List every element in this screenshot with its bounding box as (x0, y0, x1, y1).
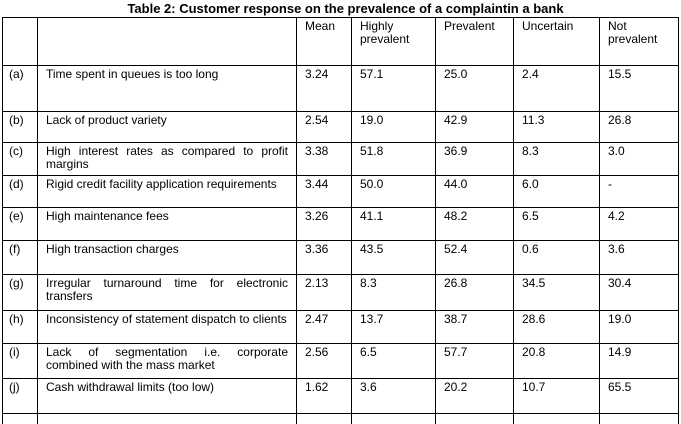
uncertain-value: 8.3 (513, 142, 600, 176)
not-prevalent-value: 4.2 (599, 207, 679, 241)
highly-prevalent-value: 8.3 (351, 274, 436, 311)
header-not-prevalent: Not prevalent (599, 17, 679, 66)
uncertain-value: 10.7 (513, 378, 600, 414)
row-description: Rigid credit facility application requir… (37, 175, 297, 208)
mean-value: 2.47 (296, 310, 352, 344)
header-highly-prevalent: Highly prevalent (351, 17, 436, 66)
uncertain-value: 6.5 (513, 207, 600, 241)
row-description: Lack of segmentation i.e. corporate comb… (37, 343, 297, 379)
empty-cell (351, 413, 436, 424)
not-prevalent-value: 3.6 (599, 240, 679, 275)
prevalent-value: 36.9 (435, 142, 514, 176)
empty-cell (599, 413, 679, 424)
not-prevalent-value: 14.9 (599, 343, 679, 379)
uncertain-value: 28.6 (513, 310, 600, 344)
row-description: Lack of product variety (37, 111, 297, 143)
header-cell (2, 17, 38, 66)
row-label: (j) (2, 378, 38, 414)
highly-prevalent-value: 51.8 (351, 142, 436, 176)
row-label: (h) (2, 310, 38, 344)
row-description: Inconsistency of statement dispatch to c… (37, 310, 297, 344)
row-description: Cash withdrawal limits (too low) (37, 378, 297, 414)
highly-prevalent-value: 13.7 (351, 310, 436, 344)
not-prevalent-value: 15.5 (599, 65, 679, 112)
table-row: (e) High maintenance fees 3.26 41.1 48.2 6.5 4… (2, 207, 679, 241)
mean-value: 3.38 (296, 142, 352, 176)
table-row-continuation (2, 413, 679, 424)
prevalent-value: 38.7 (435, 310, 514, 344)
row-description: Irregular turnaround time for electronic… (37, 274, 297, 311)
empty-cell (2, 413, 38, 424)
mean-value: 1.62 (296, 378, 352, 414)
not-prevalent-value: 30.4 (599, 274, 679, 311)
highly-prevalent-value: 50.0 (351, 175, 436, 208)
header-prevalent: Prevalent (435, 17, 514, 66)
mean-value: 3.24 (296, 65, 352, 112)
row-label: (e) (2, 207, 38, 241)
highly-prevalent-value: 57.1 (351, 65, 436, 112)
table-row: (i) Lack of segmentation i.e. corporate c… (2, 343, 679, 379)
not-prevalent-value: 19.0 (599, 310, 679, 344)
row-label: (g) (2, 274, 38, 311)
highly-prevalent-value: 19.0 (351, 111, 436, 143)
prevalent-value: 20.2 (435, 378, 514, 414)
highly-prevalent-value: 41.1 (351, 207, 436, 241)
row-label: (a) (2, 65, 38, 112)
mean-value: 2.54 (296, 111, 352, 143)
row-description: High transaction charges (37, 240, 297, 275)
row-label: (c) (2, 142, 38, 176)
uncertain-value: 20.8 (513, 343, 600, 379)
table-row: (a) Time spent in queues is too long 3.24 5… (2, 65, 679, 112)
mean-value: 3.36 (296, 240, 352, 275)
table-row: (b) Lack of product variety 2.54 19.0 42.9 11… (2, 111, 679, 143)
prevalent-value: 26.8 (435, 274, 514, 311)
table-row: (j) Cash withdrawal limits (too low) 1.62 3… (2, 378, 679, 414)
prevalent-value: 25.0 (435, 65, 514, 112)
row-description: High maintenance fees (37, 207, 297, 241)
highly-prevalent-value: 6.5 (351, 343, 436, 379)
row-label: (f) (2, 240, 38, 275)
header-cell (37, 17, 297, 66)
empty-cell (513, 413, 600, 424)
table-row: (f) High transaction charges 3.36 43.5 52.4 0… (2, 240, 679, 275)
prevalent-value: 57.7 (435, 343, 514, 379)
empty-cell (37, 413, 297, 424)
uncertain-value: 11.3 (513, 111, 600, 143)
highly-prevalent-value: 3.6 (351, 378, 436, 414)
prevalent-value: 52.4 (435, 240, 514, 275)
uncertain-value: 0.6 (513, 240, 600, 275)
prevalent-value: 42.9 (435, 111, 514, 143)
highly-prevalent-value: 43.5 (351, 240, 436, 275)
header-mean: Mean (296, 17, 352, 66)
table-row: (d) Rigid credit facility application req… (2, 175, 679, 208)
mean-value: 3.44 (296, 175, 352, 208)
mean-value: 3.26 (296, 207, 352, 241)
mean-value: 2.56 (296, 343, 352, 379)
customer-response-table: Mean Highly prevalent Prevalent Uncertai… (2, 17, 679, 424)
not-prevalent-value: 3.0 (599, 142, 679, 176)
uncertain-value: 6.0 (513, 175, 600, 208)
header-uncertain: Uncertain (513, 17, 600, 66)
row-label: (d) (2, 175, 38, 208)
row-description: Time spent in queues is too long (37, 65, 297, 112)
row-label: (b) (2, 111, 38, 143)
header-row: Mean Highly prevalent Prevalent Uncertai… (2, 17, 679, 66)
table-row: (g) Irregular turnaround time for electro… (2, 274, 679, 311)
prevalent-value: 48.2 (435, 207, 514, 241)
not-prevalent-value: 65.5 (599, 378, 679, 414)
uncertain-value: 34.5 (513, 274, 600, 311)
row-description: High interest rates as compared to profi… (37, 142, 297, 176)
table-row: (h) Inconsistency of statement dispatch t… (2, 310, 679, 344)
empty-cell (296, 413, 352, 424)
table-row: (c) High interest rates as compared to pr… (2, 142, 679, 176)
table-title: Table 2: Customer response on the preval… (127, 1, 564, 16)
not-prevalent-value: 26.8 (599, 111, 679, 143)
prevalent-value: 44.0 (435, 175, 514, 208)
uncertain-value: 2.4 (513, 65, 600, 112)
empty-cell (435, 413, 514, 424)
mean-value: 2.13 (296, 274, 352, 311)
row-label: (i) (2, 343, 38, 379)
not-prevalent-value: - (599, 175, 679, 208)
